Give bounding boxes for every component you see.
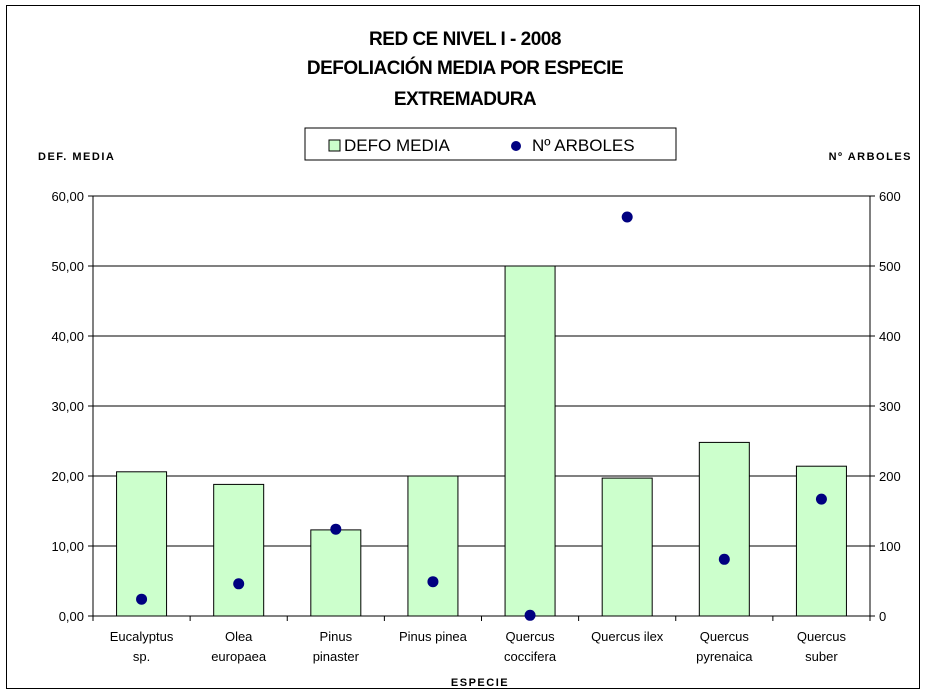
y-left-tick-label: 40,00 [51, 329, 84, 344]
marker-n-arboles [718, 553, 730, 565]
category-label: Quercus [505, 629, 555, 644]
y-right-tick-label: 400 [879, 329, 901, 344]
bar-defo-media [504, 265, 556, 617]
y-left-tick-label: 10,00 [51, 539, 84, 554]
marker-n-arboles [815, 493, 827, 505]
y-left-tick-label: 30,00 [51, 399, 84, 414]
legend: DEFO MEDIA Nº ARBOLES [304, 127, 677, 161]
marker-n-arboles [233, 578, 245, 590]
marker-n-arboles [621, 211, 633, 223]
legend-swatch-bar [328, 139, 341, 152]
legend-label-n-arboles: Nº ARBOLES [532, 136, 635, 155]
y-axis-right-title: Nº ARBOLES [829, 151, 912, 163]
marker-n-arboles [524, 609, 536, 621]
y-left-tick-label: 60,00 [51, 189, 84, 204]
x-axis-title: ESPECIE [451, 677, 509, 689]
y-left-tick-label: 50,00 [51, 259, 84, 274]
category-label: sp. [133, 649, 150, 664]
chart-title-line-1: RED CE NIVEL I - 2008 [369, 29, 561, 50]
category-label: Quercus [700, 629, 750, 644]
category-label: Pinus [320, 629, 353, 644]
y-right-tick-label: 0 [879, 609, 886, 624]
marker-n-arboles [136, 593, 148, 605]
bar-defo-media [698, 441, 750, 617]
category-label: Pinus pinea [399, 629, 468, 644]
category-label: pinaster [313, 649, 360, 664]
y-right-tick-label: 200 [879, 469, 901, 484]
bar-defo-media [116, 471, 168, 617]
legend-swatch-marker [511, 141, 521, 151]
bar-defo-media [601, 477, 653, 617]
bar-defo-media [213, 483, 265, 617]
category-label: suber [805, 649, 838, 664]
bar-defo-media [795, 465, 847, 617]
y-right-tick-label: 300 [879, 399, 901, 414]
y-right-tick-label: 100 [879, 539, 901, 554]
y-right-tick-label: 600 [879, 189, 901, 204]
legend-label-defo-media: DEFO MEDIA [344, 136, 450, 155]
category-label: Eucalyptus [110, 629, 174, 644]
category-label: coccifera [504, 649, 557, 664]
category-label: europaea [211, 649, 267, 664]
marker-n-arboles [427, 576, 439, 588]
bar-defo-media [310, 529, 362, 617]
marker-n-arboles [330, 523, 342, 535]
chart-title-line-3: EXTREMADURA [394, 89, 537, 110]
y-axis-left-title: DEF. MEDIA [38, 151, 115, 163]
bar-defo-media [407, 475, 459, 617]
y-left-tick-label: 20,00 [51, 469, 84, 484]
chart-title-line-2: DEFOLIACIÓN MEDIA POR ESPECIE [307, 57, 623, 79]
category-label: pyrenaica [696, 649, 753, 664]
category-label: Quercus ilex [591, 629, 664, 644]
y-left-tick-label: 0,00 [59, 609, 84, 624]
category-label: Olea [225, 629, 253, 644]
category-label: Quercus [797, 629, 847, 644]
legend-box [304, 127, 677, 161]
plot-area: 0,00 10,00 20,00 30,00 40,00 50,00 60,00 0 100 20… [51, 189, 900, 664]
y-right-tick-label: 500 [879, 259, 901, 274]
